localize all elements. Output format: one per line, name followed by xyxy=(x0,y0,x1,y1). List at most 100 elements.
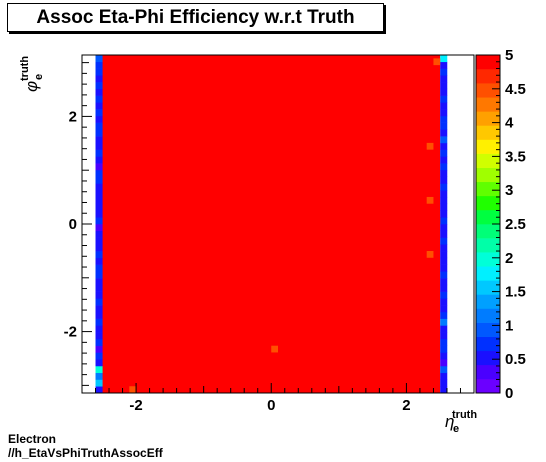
heatmap-cell-left-edge xyxy=(95,251,103,259)
heatmap-cell-right-edge xyxy=(440,244,448,252)
palette-tick-label: 1 xyxy=(505,317,513,334)
palette-tick-label: 0 xyxy=(505,385,513,402)
heatmap-cell-special xyxy=(433,58,441,66)
palette-tick-label: 5 xyxy=(505,47,513,64)
heatmap-cell-left-edge xyxy=(95,352,103,360)
heatmap-cell-left-edge xyxy=(95,169,103,177)
heatmap-cell-left-edge xyxy=(95,372,103,380)
x-tick-label: -2 xyxy=(129,397,142,414)
y-tick-label: 2 xyxy=(69,108,77,125)
palette-swatch xyxy=(476,167,500,183)
heatmap-cell-right-edge xyxy=(440,82,448,90)
palette-swatch xyxy=(476,364,500,380)
heatmap-cell-right-edge xyxy=(440,264,448,272)
heatmap-cell-left-edge xyxy=(95,190,103,198)
heatmap-cell-special xyxy=(426,142,434,150)
heatmap-cell-right-edge xyxy=(440,55,448,63)
heatmap-cell-right-edge xyxy=(440,95,448,103)
heatmap-cell-left-edge xyxy=(95,129,103,137)
heatmap-cell-right-edge xyxy=(440,237,448,245)
heatmap-cell-left-edge xyxy=(95,102,103,110)
heatmap-cell-right-edge xyxy=(440,305,448,313)
heatmap-cell-right-edge xyxy=(440,332,448,340)
heatmap-cell-left-edge xyxy=(95,61,103,69)
palette-swatch xyxy=(476,153,500,168)
x-axis-label-subscript: e xyxy=(453,423,459,435)
heatmap-cell-left-edge xyxy=(95,183,103,191)
heatmap-cell-right-edge xyxy=(440,284,448,292)
heatmap-cell-left-edge xyxy=(95,82,103,90)
heatmap-cell-left-edge xyxy=(95,88,103,96)
heatmap-cell-right-edge xyxy=(440,190,448,198)
palette-tick-label: 3 xyxy=(505,182,513,199)
heatmap-cell-left-edge xyxy=(95,278,103,286)
axes: -2 0 2 -2 0 2 xyxy=(64,62,475,414)
caption-histogram-path: //h_EtaVsPhiTruthAssocEff xyxy=(8,446,163,460)
heatmap-cell-left-edge xyxy=(95,311,103,319)
heatmap-cell-left-edge xyxy=(95,332,103,340)
heatmap-bulk-region xyxy=(102,55,441,393)
palette-swatch xyxy=(476,139,500,154)
y-axis-label-superscript: truth xyxy=(19,56,31,81)
heatmap-cell-right-edge xyxy=(440,379,448,387)
heatmap-cell-special xyxy=(426,251,434,258)
heatmap-cell-right-edge xyxy=(440,169,448,177)
heatmap-cell-left-edge xyxy=(95,230,103,238)
palette-tick-label: 4 xyxy=(505,115,514,132)
palette-swatch xyxy=(476,308,500,323)
heatmap-cell-right-edge xyxy=(440,345,448,353)
heatmap-cell-left-edge xyxy=(95,142,103,150)
heatmap-cell-right-edge xyxy=(440,386,448,394)
heatmap-cell-left-edge xyxy=(95,109,103,117)
chart-title-box: Assoc Eta-Phi Efficiency w.r.t Truth xyxy=(7,3,384,32)
heatmap-cell-right-edge xyxy=(440,372,448,380)
heatmap-cell-left-edge xyxy=(95,224,103,232)
heatmap-cell-right-edge xyxy=(440,122,448,130)
palette-tick-label: 3.5 xyxy=(505,148,526,165)
heatmap-cell-right-edge xyxy=(440,156,448,164)
heatmap-cell-right-edge xyxy=(440,217,448,225)
x-tick-label: 2 xyxy=(402,397,410,414)
heatmap-cell-left-edge xyxy=(95,75,103,83)
heatmap-cell-left-edge xyxy=(95,196,103,205)
heatmap-cell-right-edge xyxy=(440,352,448,360)
x-axis-label-main: η xyxy=(445,412,454,431)
palette-swatch xyxy=(476,350,500,366)
heatmap-cell-right-edge xyxy=(440,183,448,191)
chart-title: Assoc Eta-Phi Efficiency w.r.t Truth xyxy=(36,7,355,28)
heatmap-cell-special xyxy=(426,196,434,204)
heatmap-cell-left-edge xyxy=(95,122,103,130)
palette-tick-label: 1.5 xyxy=(505,284,526,301)
y-tick-label: 0 xyxy=(69,216,77,233)
color-palette: 0 0.5 1 1.5 2 2.5 3 3.5 4 4.5 5 xyxy=(475,47,526,402)
heatmap-cell-left-edge xyxy=(95,271,103,279)
x-tick-label: 0 xyxy=(267,397,275,414)
heatmap-cell-right-edge xyxy=(440,359,448,367)
heatmap-cell-right-edge xyxy=(440,203,448,211)
heatmap-cell-right-edge xyxy=(440,61,448,69)
heatmap-cell-special xyxy=(271,345,278,353)
heatmap-cell-right-edge xyxy=(440,210,448,218)
heatmap-cell-right-edge xyxy=(440,196,448,205)
y-tick-label: -2 xyxy=(64,324,77,341)
palette-swatch xyxy=(476,266,500,281)
heatmap-cell-right-edge xyxy=(440,291,448,299)
heatmap-cell-left-edge xyxy=(95,305,103,313)
palette-swatch xyxy=(476,125,500,140)
heatmap-cell-left-edge xyxy=(95,318,103,326)
heatmap-cell-left-edge xyxy=(95,257,103,265)
palette-tick-label: 2.5 xyxy=(505,216,526,233)
heatmap-cell-right-edge xyxy=(440,230,448,238)
heatmap-cell-right-edge xyxy=(440,224,448,232)
palette-swatch xyxy=(476,97,500,112)
heatmap-cell-right-edge xyxy=(440,115,448,123)
heatmap-cell-right-edge xyxy=(440,338,448,346)
heatmap-cell-left-edge xyxy=(95,345,103,353)
palette-swatch xyxy=(476,294,500,309)
heatmap-cell-left-edge xyxy=(95,95,103,103)
heatmap-cell-right-edge xyxy=(440,129,448,137)
heatmap-cell-left-edge xyxy=(95,386,103,394)
